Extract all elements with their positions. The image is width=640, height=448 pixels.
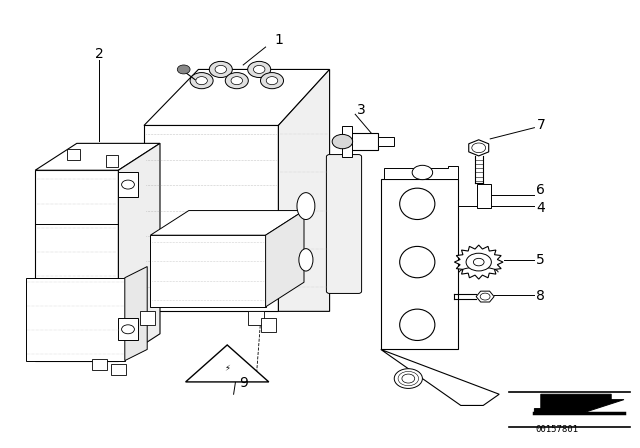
Bar — [92, 359, 107, 370]
Polygon shape — [144, 69, 330, 125]
Polygon shape — [477, 184, 491, 208]
FancyBboxPatch shape — [326, 155, 362, 293]
Ellipse shape — [399, 246, 435, 278]
Text: 3: 3 — [357, 103, 366, 117]
Polygon shape — [278, 69, 330, 311]
Text: 5: 5 — [536, 253, 545, 267]
Text: 6: 6 — [536, 183, 545, 198]
Polygon shape — [381, 179, 458, 349]
Polygon shape — [534, 394, 624, 413]
Circle shape — [394, 369, 422, 388]
Circle shape — [215, 65, 227, 73]
Ellipse shape — [399, 309, 435, 340]
Text: 7: 7 — [536, 118, 545, 133]
Text: 1: 1 — [274, 33, 283, 47]
Circle shape — [474, 258, 484, 266]
Circle shape — [472, 143, 486, 153]
Polygon shape — [35, 170, 118, 361]
Polygon shape — [125, 267, 147, 361]
Text: 8: 8 — [536, 289, 545, 303]
Polygon shape — [342, 126, 352, 157]
Circle shape — [253, 65, 265, 73]
Circle shape — [332, 134, 353, 149]
Bar — [261, 318, 276, 332]
Bar — [378, 137, 394, 146]
Polygon shape — [26, 278, 125, 361]
Polygon shape — [330, 157, 358, 291]
Bar — [248, 311, 264, 325]
Circle shape — [480, 293, 490, 300]
Ellipse shape — [297, 193, 315, 220]
Bar — [67, 149, 80, 160]
Circle shape — [225, 73, 248, 89]
Circle shape — [209, 61, 232, 78]
Polygon shape — [454, 245, 503, 279]
Circle shape — [231, 77, 243, 85]
Circle shape — [122, 180, 134, 189]
Polygon shape — [468, 140, 489, 156]
Circle shape — [248, 61, 271, 78]
Polygon shape — [118, 172, 138, 197]
Polygon shape — [35, 143, 160, 170]
Polygon shape — [384, 166, 458, 179]
Polygon shape — [150, 211, 304, 235]
Bar — [106, 155, 118, 167]
Text: 9: 9 — [239, 376, 248, 390]
Circle shape — [196, 77, 207, 85]
Text: 2: 2 — [95, 47, 104, 61]
Circle shape — [266, 77, 278, 85]
Circle shape — [402, 374, 415, 383]
Bar — [140, 311, 155, 325]
Polygon shape — [349, 133, 378, 150]
Circle shape — [260, 73, 284, 89]
Circle shape — [177, 65, 190, 74]
Circle shape — [412, 165, 433, 180]
Circle shape — [122, 325, 134, 334]
Polygon shape — [144, 125, 278, 311]
Polygon shape — [118, 143, 160, 361]
Polygon shape — [266, 211, 304, 307]
Text: ⚡: ⚡ — [224, 363, 230, 372]
Text: 00157801: 00157801 — [535, 425, 579, 434]
Bar — [111, 364, 126, 375]
Polygon shape — [476, 291, 494, 302]
Text: 4: 4 — [536, 201, 545, 215]
Polygon shape — [150, 235, 266, 307]
Ellipse shape — [399, 188, 435, 220]
Circle shape — [190, 73, 213, 89]
Circle shape — [466, 253, 492, 271]
Polygon shape — [118, 318, 138, 340]
Polygon shape — [381, 349, 499, 405]
Polygon shape — [186, 345, 269, 382]
Ellipse shape — [299, 249, 313, 271]
